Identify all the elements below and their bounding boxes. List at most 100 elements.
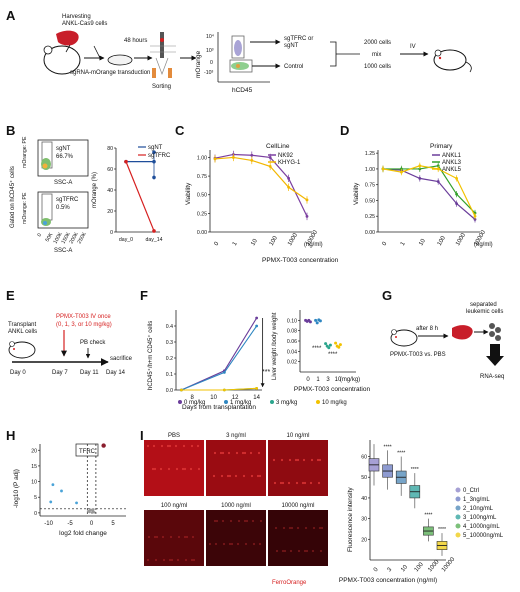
f-stars-liver-1: ****: [312, 346, 322, 352]
b-legend-label: sgTFRC: [148, 153, 171, 159]
b-top-ylabel: mOrange: PE: [22, 136, 28, 168]
harvest-line1: Harvesting: [62, 14, 91, 20]
c-point: [232, 156, 235, 159]
image-speckle: [214, 542, 218, 546]
image-speckle: [190, 444, 194, 448]
image-speckle: [256, 474, 260, 478]
d-xtick-label: 1000: [455, 232, 467, 247]
i-stars: ****: [397, 451, 405, 457]
d-point: [455, 202, 458, 206]
f-legend-swatch: [178, 400, 182, 404]
c-point: [268, 156, 272, 159]
b-ytick-label: 0: [110, 230, 113, 236]
panel-label-d: D: [340, 123, 349, 138]
mouse-ear-icon: [43, 45, 53, 55]
image-speckle: [319, 549, 323, 553]
panel-g: after 8 h PPMX-T003 vs. PBS separated le…: [390, 302, 504, 380]
d-point: [473, 214, 477, 218]
i-legend-swatch: [455, 514, 461, 520]
d-unit: (ng/ml): [474, 242, 493, 248]
image-speckle: [227, 451, 231, 455]
mouse-icon: [43, 45, 81, 75]
image-speckle: [181, 467, 185, 471]
image-speckle: [160, 444, 164, 448]
e-transplant-2: ANKL cells: [8, 329, 37, 335]
c-point: [213, 157, 217, 161]
image-speckle: [222, 542, 226, 546]
g-mouse-icon: [390, 329, 418, 347]
f2-xtick-label: 10: [335, 377, 342, 383]
h-tfrc-point: [101, 443, 106, 448]
f1-ylabel: hCD45⁺/h+m CD45⁺ cells: [147, 321, 154, 390]
h-ytick-label: 15: [31, 464, 37, 470]
image-speckle: [310, 458, 314, 462]
c-ylabel: Viability: [185, 182, 192, 205]
b-xtick-5: 250K: [77, 231, 89, 245]
c-xtick-label: 0: [214, 241, 221, 247]
dish-icon: [107, 54, 133, 66]
image-speckle: [168, 444, 172, 448]
b-xticks: 0 50K 100K 150K 200K 250K: [37, 231, 89, 245]
i-xtick-label: 10000: [441, 556, 457, 573]
image-speckle: [213, 451, 217, 455]
image-speckle: [146, 558, 150, 562]
transduction-label: sgRNA-mOrange transduction: [70, 70, 150, 76]
c-xtick-label: 10: [250, 238, 259, 247]
image-speckle: [229, 519, 233, 523]
image-speckle: [220, 474, 224, 478]
image-speckle: [272, 458, 276, 462]
b-point: [124, 159, 128, 164]
image-label: 10000 ng/ml: [281, 503, 314, 509]
h-point: [51, 483, 55, 487]
f1-xtick-label: 8: [190, 395, 194, 401]
image-speckle: [296, 526, 300, 530]
f-legend-swatch: [270, 400, 274, 404]
b-xtick-label: day_14: [145, 237, 162, 243]
i-legend-swatch: [455, 487, 461, 493]
h-xtick-label: -5: [67, 521, 73, 527]
i-ytick-label: 30: [361, 517, 367, 523]
image-speckle: [309, 481, 313, 485]
c-xtick-label: 1: [232, 241, 239, 247]
f-legend-swatch: [224, 400, 228, 404]
c-series-line: [214, 153, 308, 217]
d-point: [400, 170, 403, 174]
h-point: [75, 501, 78, 505]
i-legend-label: 2_10ng/mL: [463, 506, 494, 512]
image-speckle: [196, 444, 200, 448]
b-gated-label: Gated on hCD45⁺ cells: [9, 166, 16, 228]
panel-label-g: G: [382, 288, 392, 303]
c-point: [250, 159, 254, 162]
panel-b: Gated on hCD45⁺ cells mOrange: PE sgNT 6…: [9, 136, 171, 254]
cells-top: 2000 cells: [364, 40, 391, 46]
hours-label: 48 hours: [124, 38, 147, 44]
image-speckle: [317, 481, 321, 485]
b-top-label: sgNT: [56, 146, 71, 152]
sorter-icon: [150, 32, 176, 78]
f2-point: [314, 318, 318, 322]
b-ytick-label: 20: [107, 209, 113, 215]
image-speckle: [316, 458, 320, 462]
image-speckle: [221, 519, 225, 523]
i-ytick-label: 20: [361, 537, 367, 543]
image-label: PBS: [168, 433, 180, 439]
d-series-line: [382, 165, 476, 217]
fluorescence-image: [268, 510, 328, 566]
mix-label: mix: [372, 52, 381, 58]
f2-xtick-label: 0: [306, 377, 310, 383]
image-speckle: [257, 451, 261, 455]
image-speckle: [303, 481, 307, 485]
d-ytick-label: 1.25: [365, 151, 375, 157]
b-xtick-4: 200K: [69, 231, 81, 245]
f2-xtick-label: 1: [316, 377, 320, 383]
c-ytick-label: 0.75: [197, 174, 207, 180]
ytick-a-3: -10³: [204, 70, 213, 76]
f2-point: [337, 345, 341, 349]
image-speckle: [274, 526, 278, 530]
f2-xtick-label: (mg/kg): [340, 377, 360, 383]
c-legend-label: KHYG-1: [278, 160, 301, 166]
b-ylabel: mOrange (%): [92, 172, 98, 208]
image-speckle: [167, 467, 171, 471]
image-speckle: [236, 542, 240, 546]
